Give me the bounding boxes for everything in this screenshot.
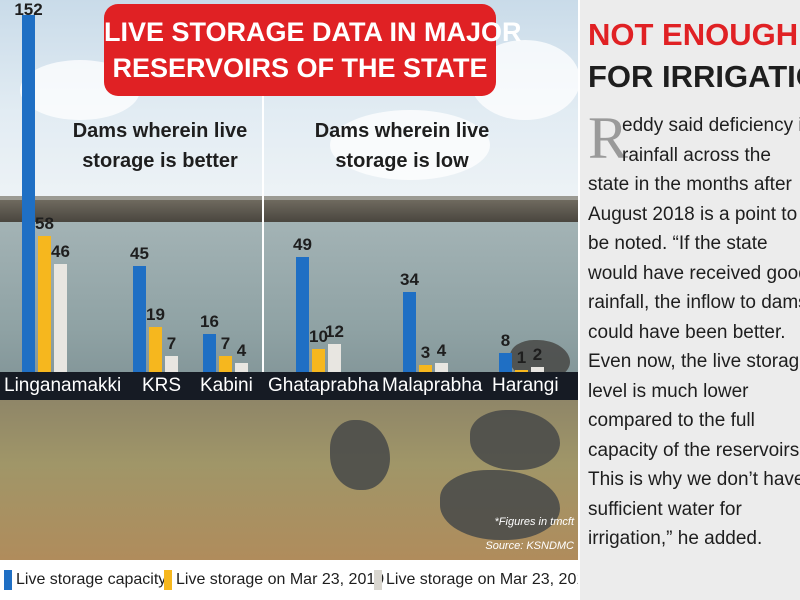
source-note: Source: KSNDMC	[485, 540, 574, 552]
bar-value-label: 4	[436, 340, 447, 360]
bar-value-label: 152	[14, 0, 43, 19]
bar-value-label: 8	[500, 331, 511, 351]
bar-capacity	[499, 353, 512, 372]
bar-value-label: 19	[146, 305, 165, 325]
bar-2019	[38, 235, 51, 372]
bar-2018	[165, 355, 178, 372]
bar-value-label: 34	[400, 270, 419, 290]
rock	[330, 420, 390, 490]
dam-wall	[0, 200, 578, 222]
chart-title-banner: LIVE STORAGE DATA IN MAJOR RESERVOIRS OF…	[104, 4, 522, 96]
group-heading-low: Dams wherein live storage is low	[302, 116, 502, 176]
story-body-line: irrigation,” he added.	[588, 528, 763, 549]
category-label-linganamakki: Linganamakki	[4, 375, 122, 396]
group-heading-better: Dams wherein live storage is better	[60, 116, 260, 176]
story-title-line-1: NOT ENOUGH	[588, 17, 799, 52]
bar-capacity	[133, 266, 146, 372]
category-label-ghataprabha: Ghataprabha	[268, 375, 379, 396]
bar-2018	[235, 362, 248, 372]
chart-panel: LIVE STORAGE DATA IN MAJOR RESERVOIRS OF…	[0, 0, 578, 600]
legend-swatch-capacity	[4, 570, 12, 590]
legend-label-2019: Live storage on Mar 23, 2019	[176, 571, 385, 588]
rock	[470, 410, 560, 470]
chart-title-line-2: RESERVOIRS OF THE STATE	[112, 53, 488, 83]
group-heading-line: Dams wherein live	[72, 120, 248, 142]
bar-capacity	[203, 334, 216, 372]
bar-capacity	[22, 14, 35, 372]
bar-2019	[419, 364, 432, 372]
bar-value-label: 45	[130, 244, 149, 264]
story-body-line: state in the months after	[588, 174, 792, 195]
bar-value-label: 10	[309, 326, 328, 346]
bar-capacity	[403, 292, 416, 372]
bar-2019	[515, 369, 528, 372]
group-heading-line: Dams wherein live	[314, 120, 490, 142]
category-label-malaprabha: Malaprabha	[382, 375, 483, 396]
story-body-line: compared to the full	[588, 410, 755, 431]
story-body-line: This is why we don’t have	[588, 469, 800, 490]
story-column: NOT ENOUGH FOR IRRIGATION R eddy said de…	[580, 0, 800, 600]
bar-value-label: 7	[166, 333, 177, 353]
legend-label-capacity: Live storage capacity	[16, 571, 167, 588]
bar-value-label: 7	[220, 333, 231, 353]
bar-capacity	[296, 256, 309, 372]
bar-2018	[328, 343, 341, 372]
bar-2019	[149, 327, 162, 372]
category-label-band	[0, 372, 578, 400]
legend-swatch-2019	[164, 570, 172, 590]
cloud	[330, 110, 490, 180]
group-divider	[262, 95, 264, 400]
bar-value-label: 4	[236, 340, 247, 360]
bar-value-label: 12	[325, 321, 344, 341]
bar-2018	[435, 362, 448, 372]
story-body-line: rainfall, the inflow to dams	[588, 292, 800, 313]
chart-title-line-1: LIVE STORAGE DATA IN MAJOR	[104, 17, 522, 47]
legend-label-2018: Live storage on Mar 23, 2018	[386, 571, 578, 588]
bar-value-label: 49	[293, 234, 312, 254]
category-label-harangi: Harangi	[492, 375, 559, 396]
dam-railing	[0, 196, 578, 201]
story-body-line: could have been better.	[588, 321, 786, 343]
story-body-line: would have received good	[588, 262, 800, 284]
shore-rocks	[0, 340, 578, 560]
bar-value-label: 2	[532, 345, 543, 365]
story-body-line: level is much lower	[588, 380, 749, 402]
units-note: *Figures in tmcft	[494, 516, 574, 528]
bar-2018	[531, 367, 544, 372]
bar-2019	[219, 355, 232, 372]
bar-value-label: 46	[51, 241, 70, 261]
story-body-line: capacity of the reservoirs.	[588, 439, 800, 461]
story-body-line: rainfall across the	[622, 144, 771, 166]
bar-2018	[54, 263, 67, 372]
category-label-kabini: Kabini	[200, 375, 253, 396]
rock	[440, 470, 560, 540]
category-label-krs: KRS	[142, 375, 182, 396]
bar-value-label: 1	[516, 347, 527, 367]
story-body-line: August 2018 is a point to	[588, 203, 798, 225]
bar-value-label: 58	[35, 213, 54, 233]
legend-swatch-2018	[374, 570, 382, 590]
story-title-line-2: FOR IRRIGATION	[588, 59, 800, 94]
story-body-line: Even now, the live storage	[588, 351, 800, 372]
group-heading-line: storage is better	[82, 150, 238, 172]
story-body-line: sufficient water for	[588, 498, 742, 520]
bar-value-label: 3	[420, 342, 431, 362]
story-body-line: be noted. “If the state	[588, 233, 768, 254]
bar-2019	[312, 348, 325, 372]
water-surface	[0, 222, 578, 400]
story-drop-cap: R	[588, 105, 629, 171]
chart-legend: Live storage capacity Live storage on Ma…	[0, 560, 578, 600]
story-body-line: eddy said deficiency in	[622, 115, 800, 136]
bar-value-label: 16	[200, 312, 219, 332]
group-heading-line: storage is low	[335, 150, 469, 172]
